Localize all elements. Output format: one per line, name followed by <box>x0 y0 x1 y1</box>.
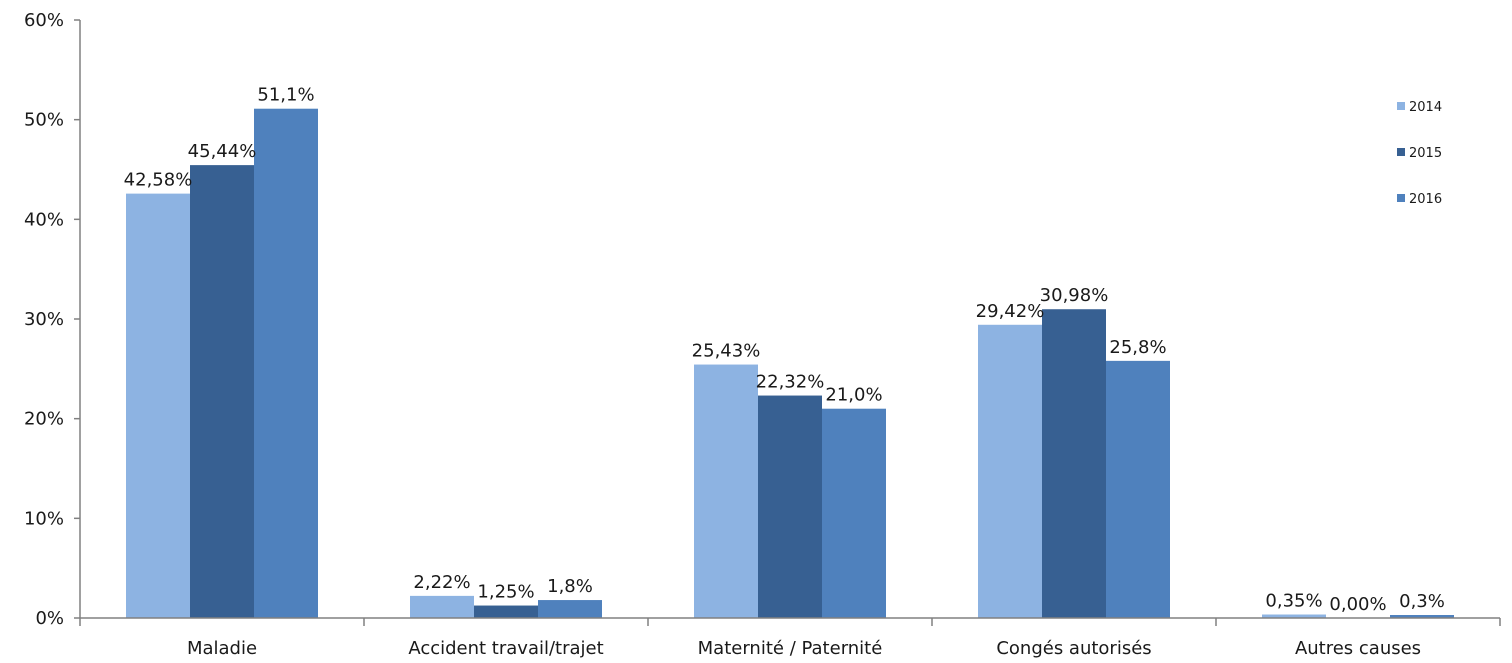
data-label: 0,00% <box>1329 594 1386 615</box>
data-label: 0,35% <box>1265 591 1322 612</box>
bar <box>978 324 1042 618</box>
bar <box>1042 309 1106 618</box>
data-label: 1,25% <box>477 582 534 603</box>
y-tick-label: 30% <box>24 309 64 330</box>
bar <box>538 600 602 618</box>
x-category-label: Maladie <box>187 638 257 659</box>
data-label: 1,8% <box>547 576 593 597</box>
bar <box>474 605 538 618</box>
x-category-label: Autres causes <box>1295 638 1421 659</box>
y-tick-label: 60% <box>24 10 64 31</box>
y-tick-label: 0% <box>35 608 64 629</box>
bars <box>126 108 1454 619</box>
legend: 2014 2015 2016 <box>1397 100 1442 207</box>
legend-label: 2016 <box>1409 192 1442 207</box>
data-labels: 42,58% 45,44% 51,1% 2,22% 1,25% 1,8% 25,43% 22,… <box>124 85 1445 615</box>
data-label: 25,8% <box>1109 337 1166 358</box>
bar <box>190 165 254 618</box>
x-category-label: Maternité / Paternité <box>698 638 883 659</box>
data-label: 29,42% <box>976 301 1045 322</box>
legend-swatch <box>1397 148 1405 156</box>
data-label: 30,98% <box>1040 285 1109 306</box>
y-tick-label: 40% <box>24 209 64 230</box>
data-label: 21,0% <box>825 385 882 406</box>
y-tick-label: 50% <box>24 110 64 131</box>
x-category-label: Congés autorisés <box>996 638 1151 659</box>
legend-label: 2014 <box>1409 100 1442 115</box>
legend-swatch <box>1397 194 1405 202</box>
data-label: 22,32% <box>756 372 825 393</box>
bar <box>254 108 318 618</box>
data-label: 2,22% <box>413 572 470 593</box>
bar <box>1106 360 1170 618</box>
bar <box>694 364 758 618</box>
legend-label: 2015 <box>1409 146 1442 161</box>
x-category-label: Accident travail/trajet <box>408 638 603 659</box>
data-label: 42,58% <box>124 170 193 191</box>
bar <box>1390 615 1454 618</box>
bar <box>126 193 190 619</box>
bar <box>410 595 474 618</box>
y-axis: 0% 10% 20% 30% 40% 50% 60% <box>24 10 81 629</box>
bar <box>758 395 822 618</box>
y-tick-label: 20% <box>24 409 64 430</box>
bar <box>1262 614 1326 618</box>
legend-swatch <box>1397 102 1405 110</box>
data-label: 0,3% <box>1399 591 1445 612</box>
y-tick-label: 10% <box>24 508 64 529</box>
x-axis: Maladie Accident travail/trajet Maternité … <box>79 617 1501 659</box>
bar <box>822 408 886 618</box>
data-label: 25,43% <box>692 341 761 362</box>
data-label: 45,44% <box>188 141 257 162</box>
data-label: 51,1% <box>257 85 314 106</box>
